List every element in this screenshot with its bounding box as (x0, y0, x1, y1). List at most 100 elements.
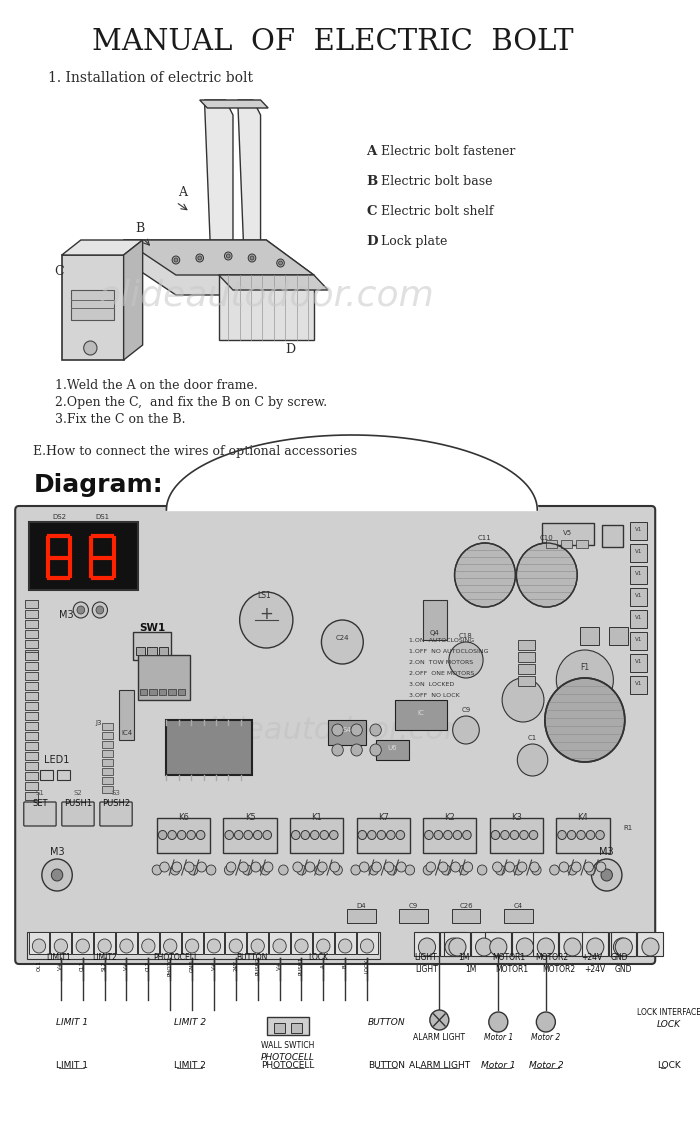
Text: C10: C10 (540, 535, 554, 541)
Circle shape (330, 830, 338, 840)
FancyBboxPatch shape (15, 506, 655, 964)
Circle shape (32, 939, 46, 953)
Bar (25, 650, 38, 658)
Text: Motor 2: Motor 2 (528, 1061, 564, 1069)
Circle shape (279, 864, 288, 875)
Bar (269, 932, 290, 954)
Bar (25, 762, 38, 770)
Circle shape (332, 864, 342, 875)
Text: BUTTON: BUTTON (237, 953, 267, 962)
Circle shape (293, 862, 302, 872)
Text: IC: IC (417, 710, 424, 716)
Bar (102, 741, 113, 747)
Circle shape (316, 939, 330, 953)
Text: V+: V+ (211, 962, 216, 970)
Circle shape (185, 862, 194, 872)
Text: S1: S1 (36, 790, 44, 796)
Circle shape (158, 830, 167, 840)
Circle shape (587, 830, 595, 840)
Bar (440, 932, 466, 957)
Bar (133, 632, 172, 660)
Text: J3: J3 (96, 720, 102, 726)
Bar (424, 818, 477, 853)
Text: C18: C18 (459, 633, 473, 640)
Bar (25, 692, 38, 700)
Circle shape (160, 862, 169, 872)
Text: A: A (321, 964, 326, 968)
Polygon shape (204, 100, 233, 290)
Text: 3.Fix the C on the B.: 3.Fix the C on the B. (55, 412, 186, 426)
Circle shape (536, 1012, 555, 1031)
Circle shape (164, 939, 177, 953)
Bar (25, 673, 38, 680)
Text: 1.ON  AUTOCLOSING: 1.ON AUTOCLOSING (409, 637, 474, 643)
Circle shape (475, 938, 493, 957)
Circle shape (510, 830, 519, 840)
Text: ALARM LIGHT: ALARM LIGHT (409, 1061, 470, 1069)
Text: LOCK: LOCK (657, 1061, 680, 1069)
Bar (181, 932, 202, 954)
Text: C4: C4 (514, 903, 523, 909)
Text: IC4: IC4 (121, 730, 132, 736)
Polygon shape (199, 100, 268, 108)
Text: M3: M3 (599, 847, 614, 857)
Text: K5: K5 (245, 813, 255, 822)
Bar (29, 932, 50, 954)
Bar (168, 690, 176, 695)
Text: V+: V+ (124, 962, 129, 970)
Text: CL1: CL1 (80, 961, 85, 971)
Bar (414, 932, 440, 957)
Circle shape (372, 862, 382, 872)
Text: PHOTOCELL: PHOTOCELL (262, 1061, 315, 1069)
Circle shape (451, 862, 461, 872)
Text: +24V: +24V (584, 964, 606, 974)
Circle shape (384, 862, 393, 872)
Circle shape (419, 938, 435, 957)
Bar (160, 932, 181, 954)
Circle shape (76, 939, 90, 953)
Text: A: A (178, 186, 187, 199)
Circle shape (370, 724, 382, 736)
Text: M3: M3 (60, 610, 74, 620)
Text: PUSH2: PUSH2 (256, 957, 260, 975)
Bar (102, 786, 113, 793)
Polygon shape (238, 100, 260, 290)
Text: M3: M3 (50, 847, 64, 857)
Polygon shape (124, 240, 143, 360)
Bar (629, 544, 647, 562)
Text: DS2: DS2 (52, 513, 66, 520)
Circle shape (453, 830, 462, 840)
Circle shape (260, 864, 270, 875)
Bar (518, 640, 536, 650)
Bar (576, 540, 588, 548)
Text: LED1: LED1 (44, 755, 70, 765)
Bar (102, 722, 113, 730)
Bar (629, 632, 647, 650)
Bar (533, 932, 558, 957)
Circle shape (170, 864, 180, 875)
Bar (608, 932, 634, 957)
Bar (225, 932, 246, 954)
Bar (136, 648, 146, 655)
Bar (25, 702, 38, 710)
Text: Electric bolt shelf: Electric bolt shelf (382, 204, 493, 218)
Circle shape (405, 864, 414, 875)
Circle shape (459, 864, 469, 875)
Circle shape (320, 830, 328, 840)
Circle shape (613, 938, 631, 957)
Text: PUSH2: PUSH2 (102, 799, 130, 808)
Circle shape (172, 256, 180, 264)
Text: 2.OFF  ONE MOTORS: 2.OFF ONE MOTORS (409, 670, 474, 676)
Text: CL2: CL2 (146, 961, 151, 971)
Bar (274, 1024, 286, 1033)
Circle shape (530, 862, 539, 872)
Bar (629, 654, 647, 673)
Circle shape (550, 864, 559, 875)
Text: Electric bolt fastener: Electric bolt fastener (382, 145, 516, 158)
Circle shape (351, 744, 363, 755)
Bar (29, 523, 138, 590)
Circle shape (430, 1010, 449, 1030)
Bar (25, 600, 38, 608)
Circle shape (360, 939, 374, 953)
Text: F1: F1 (580, 663, 589, 673)
